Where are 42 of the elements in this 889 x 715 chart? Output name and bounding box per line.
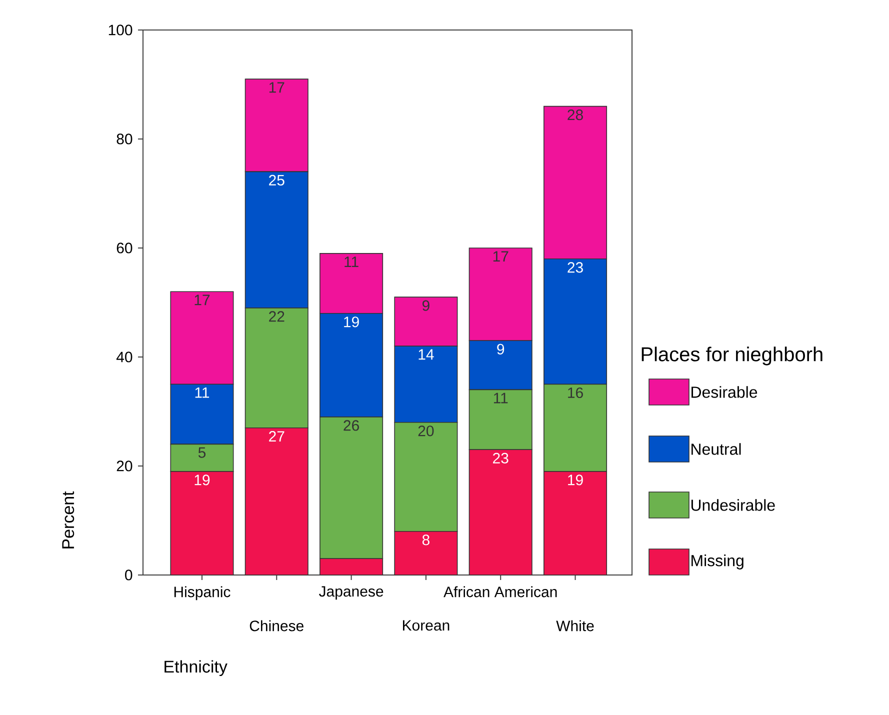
data-label: 23 [568,262,583,273]
data-label: 8 [422,534,430,546]
data-label: 23 [493,452,508,464]
data-label: 19 [568,474,583,486]
legend-label: Neutral [692,443,741,455]
data-label: 17 [194,294,210,306]
data-label: 11 [195,387,210,398]
y-tick-label: 100 [108,24,132,36]
data-label: 11 [494,392,508,404]
x-tick-label: Hispanic [174,586,230,600]
x-tick-label: Chinese [250,620,304,632]
data-label: 11 [344,256,358,267]
y-tick-label: 40 [116,352,132,362]
data-label: 19 [344,316,359,328]
legend-label: Missing [692,554,744,570]
legend-label: Undesirable [691,499,775,511]
data-label: 28 [568,109,583,120]
x-tick-label: African American [444,586,557,598]
data-label: 20 [418,426,434,436]
y-tick-label: 0 [125,570,132,580]
x-tick-label: White [556,620,594,632]
data-label: 17 [493,251,508,262]
data-label: 22 [269,311,284,322]
y-tick-label: 60 [116,242,132,254]
data-label: 19 [194,474,210,486]
legend-title: Places for nieghborh [642,346,822,366]
data-label: 16 [568,387,583,398]
x-tick-label: Korean [402,620,450,631]
y-tick-label: 80 [116,134,132,144]
data-label: 27 [269,431,284,442]
data-label: 14 [418,349,434,360]
data-label: 25 [269,174,284,186]
data-label: 5 [198,447,206,458]
data-label: 17 [269,82,284,93]
legend-label: Desirable [692,386,758,398]
x-tick-label: Japanese [319,586,384,600]
data-label: 26 [344,420,359,431]
y-axis-title: Percent [62,491,74,548]
data-label: 9 [497,344,504,354]
x-axis-title: Ethnicity [164,660,228,676]
y-tick-label: 20 [116,460,132,472]
data-label: 9 [422,300,430,311]
